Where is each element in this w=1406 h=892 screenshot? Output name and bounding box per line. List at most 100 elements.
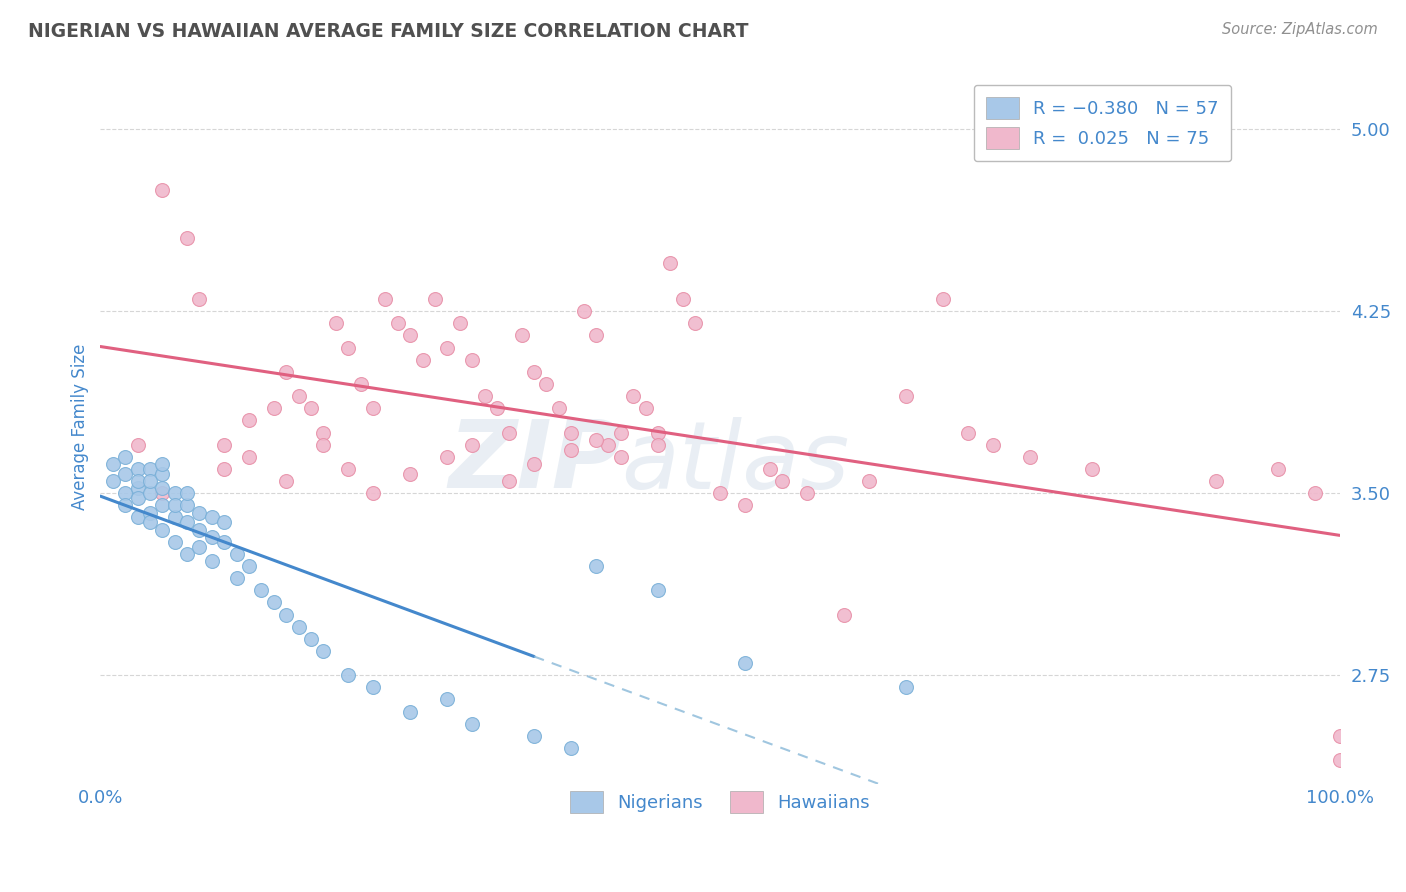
Point	[1018, 450, 1040, 464]
Point	[548, 401, 571, 416]
Point	[647, 438, 669, 452]
Point	[412, 352, 434, 367]
Point	[299, 401, 322, 416]
Point	[461, 716, 484, 731]
Point	[337, 341, 360, 355]
Point	[461, 438, 484, 452]
Point	[734, 499, 756, 513]
Point	[634, 401, 657, 416]
Point	[139, 462, 162, 476]
Text: NIGERIAN VS HAWAIIAN AVERAGE FAMILY SIZE CORRELATION CHART: NIGERIAN VS HAWAIIAN AVERAGE FAMILY SIZE…	[28, 22, 748, 41]
Point	[621, 389, 644, 403]
Point	[894, 389, 917, 403]
Legend: Nigerians, Hawaiians: Nigerians, Hawaiians	[558, 778, 882, 825]
Point	[337, 668, 360, 682]
Point	[238, 450, 260, 464]
Point	[299, 632, 322, 646]
Point	[225, 571, 247, 585]
Point	[250, 583, 273, 598]
Point	[709, 486, 731, 500]
Point	[127, 510, 149, 524]
Point	[325, 316, 347, 330]
Point	[647, 425, 669, 440]
Point	[1205, 474, 1227, 488]
Point	[188, 540, 211, 554]
Point	[312, 644, 335, 658]
Point	[832, 607, 855, 622]
Point	[163, 486, 186, 500]
Point	[436, 341, 458, 355]
Point	[114, 450, 136, 464]
Point	[188, 292, 211, 306]
Point	[361, 401, 384, 416]
Point	[214, 438, 236, 452]
Point	[399, 328, 422, 343]
Point	[139, 486, 162, 500]
Point	[560, 741, 582, 756]
Point	[114, 499, 136, 513]
Point	[796, 486, 818, 500]
Point	[585, 559, 607, 574]
Point	[238, 413, 260, 427]
Point	[423, 292, 446, 306]
Point	[101, 474, 124, 488]
Point	[188, 506, 211, 520]
Point	[150, 481, 173, 495]
Point	[399, 705, 422, 719]
Point	[758, 462, 780, 476]
Point	[683, 316, 706, 330]
Point	[1303, 486, 1326, 500]
Point	[176, 516, 198, 530]
Point	[1267, 462, 1289, 476]
Point	[188, 523, 211, 537]
Point	[263, 595, 285, 609]
Point	[276, 365, 298, 379]
Point	[734, 656, 756, 670]
Point	[598, 438, 620, 452]
Point	[536, 376, 558, 391]
Point	[560, 425, 582, 440]
Point	[610, 425, 633, 440]
Point	[287, 389, 309, 403]
Point	[585, 433, 607, 447]
Point	[956, 425, 979, 440]
Point	[932, 292, 955, 306]
Point	[361, 681, 384, 695]
Point	[436, 692, 458, 706]
Point	[449, 316, 471, 330]
Point	[176, 547, 198, 561]
Point	[201, 554, 224, 568]
Point	[337, 462, 360, 476]
Point	[214, 462, 236, 476]
Point	[150, 499, 173, 513]
Point	[163, 510, 186, 524]
Point	[150, 523, 173, 537]
Point	[560, 442, 582, 457]
Text: ZIP: ZIP	[449, 417, 621, 508]
Point	[276, 607, 298, 622]
Point	[672, 292, 695, 306]
Point	[312, 425, 335, 440]
Point	[659, 255, 682, 269]
Point	[523, 457, 546, 471]
Point	[523, 365, 546, 379]
Point	[585, 328, 607, 343]
Point	[225, 547, 247, 561]
Point	[349, 376, 371, 391]
Y-axis label: Average Family Size: Average Family Size	[72, 343, 89, 509]
Point	[287, 620, 309, 634]
Point	[485, 401, 508, 416]
Point	[572, 304, 595, 318]
Point	[176, 499, 198, 513]
Point	[201, 530, 224, 544]
Point	[163, 534, 186, 549]
Point	[312, 438, 335, 452]
Point	[498, 474, 520, 488]
Point	[647, 583, 669, 598]
Point	[127, 481, 149, 495]
Point	[858, 474, 880, 488]
Point	[127, 462, 149, 476]
Point	[139, 474, 162, 488]
Point	[436, 450, 458, 464]
Text: Source: ZipAtlas.com: Source: ZipAtlas.com	[1222, 22, 1378, 37]
